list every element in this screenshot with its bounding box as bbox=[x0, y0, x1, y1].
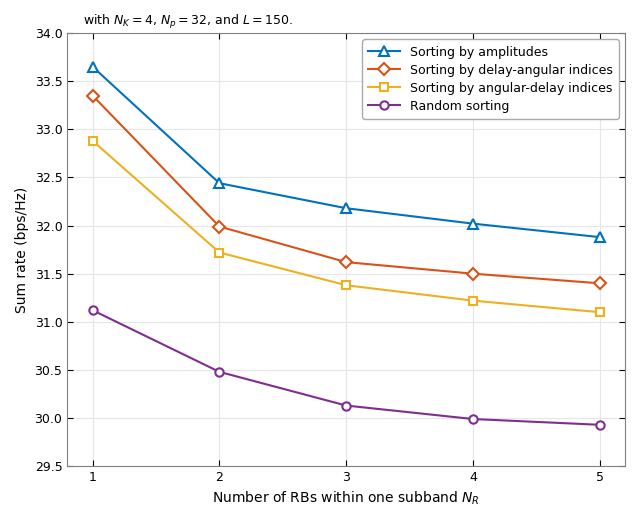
Line: Sorting by angular-delay indices: Sorting by angular-delay indices bbox=[88, 137, 604, 316]
Sorting by amplitudes bbox=[596, 234, 604, 240]
Sorting by amplitudes bbox=[342, 205, 350, 211]
X-axis label: Number of RBs within one subband $N_R$: Number of RBs within one subband $N_R$ bbox=[212, 490, 480, 507]
Sorting by angular-delay indices bbox=[216, 250, 223, 256]
Line: Sorting by delay-angular indices: Sorting by delay-angular indices bbox=[88, 91, 604, 288]
Sorting by amplitudes bbox=[469, 220, 477, 227]
Random sorting bbox=[596, 422, 604, 428]
Sorting by amplitudes bbox=[89, 64, 97, 70]
Random sorting bbox=[469, 416, 477, 422]
Sorting by angular-delay indices bbox=[89, 138, 97, 144]
Sorting by angular-delay indices bbox=[596, 309, 604, 315]
Sorting by angular-delay indices bbox=[342, 282, 350, 288]
Y-axis label: Sum rate (bps/Hz): Sum rate (bps/Hz) bbox=[15, 186, 29, 313]
Random sorting bbox=[89, 307, 97, 313]
Legend: Sorting by amplitudes, Sorting by delay-angular indices, Sorting by angular-dela: Sorting by amplitudes, Sorting by delay-… bbox=[362, 39, 619, 119]
Sorting by delay-angular indices bbox=[89, 92, 97, 99]
Sorting by delay-angular indices bbox=[469, 270, 477, 277]
Random sorting bbox=[216, 369, 223, 375]
Sorting by angular-delay indices bbox=[469, 298, 477, 304]
Line: Random sorting: Random sorting bbox=[88, 306, 604, 429]
Sorting by delay-angular indices bbox=[342, 259, 350, 265]
Text: with $N_K = 4$, $N_p = 32$, and $L = 150$.: with $N_K = 4$, $N_p = 32$, and $L = 150… bbox=[83, 13, 293, 31]
Random sorting bbox=[342, 402, 350, 409]
Sorting by amplitudes bbox=[216, 180, 223, 186]
Sorting by delay-angular indices bbox=[216, 223, 223, 230]
Line: Sorting by amplitudes: Sorting by amplitudes bbox=[88, 62, 605, 242]
Sorting by delay-angular indices bbox=[596, 280, 604, 287]
